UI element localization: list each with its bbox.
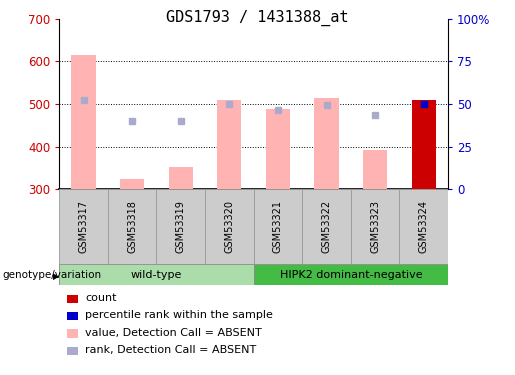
Text: rank, Detection Call = ABSENT: rank, Detection Call = ABSENT bbox=[85, 345, 256, 355]
Text: GSM53323: GSM53323 bbox=[370, 200, 380, 254]
Text: GSM53318: GSM53318 bbox=[127, 200, 137, 254]
Bar bbox=[205, 189, 253, 264]
Bar bbox=[59, 264, 253, 285]
Bar bbox=[59, 189, 108, 264]
Text: count: count bbox=[85, 293, 116, 303]
Text: HIPK2 dominant-negative: HIPK2 dominant-negative bbox=[280, 270, 422, 280]
Text: GDS1793 / 1431388_at: GDS1793 / 1431388_at bbox=[166, 9, 349, 26]
Text: GSM53320: GSM53320 bbox=[225, 200, 234, 254]
Bar bbox=[266, 109, 290, 189]
Bar bbox=[314, 98, 339, 189]
Text: GSM53324: GSM53324 bbox=[419, 200, 429, 254]
Text: wild-type: wild-type bbox=[131, 270, 182, 280]
Text: genotype/variation: genotype/variation bbox=[3, 270, 101, 280]
Bar bbox=[108, 189, 157, 264]
Text: percentile rank within the sample: percentile rank within the sample bbox=[85, 310, 273, 320]
Bar bbox=[363, 150, 387, 189]
Text: GSM53322: GSM53322 bbox=[321, 200, 332, 254]
Bar bbox=[157, 189, 205, 264]
Bar bbox=[400, 189, 448, 264]
Text: value, Detection Call = ABSENT: value, Detection Call = ABSENT bbox=[85, 328, 262, 338]
Bar bbox=[351, 189, 400, 264]
Bar bbox=[168, 167, 193, 189]
Bar bbox=[253, 264, 448, 285]
Bar bbox=[72, 55, 96, 189]
Bar bbox=[217, 100, 242, 189]
Bar bbox=[411, 100, 436, 189]
Text: GSM53317: GSM53317 bbox=[78, 200, 89, 254]
Bar bbox=[302, 189, 351, 264]
Bar bbox=[253, 189, 302, 264]
Text: GSM53321: GSM53321 bbox=[273, 200, 283, 254]
Text: GSM53319: GSM53319 bbox=[176, 200, 186, 254]
Polygon shape bbox=[53, 273, 59, 280]
Bar bbox=[120, 179, 144, 189]
